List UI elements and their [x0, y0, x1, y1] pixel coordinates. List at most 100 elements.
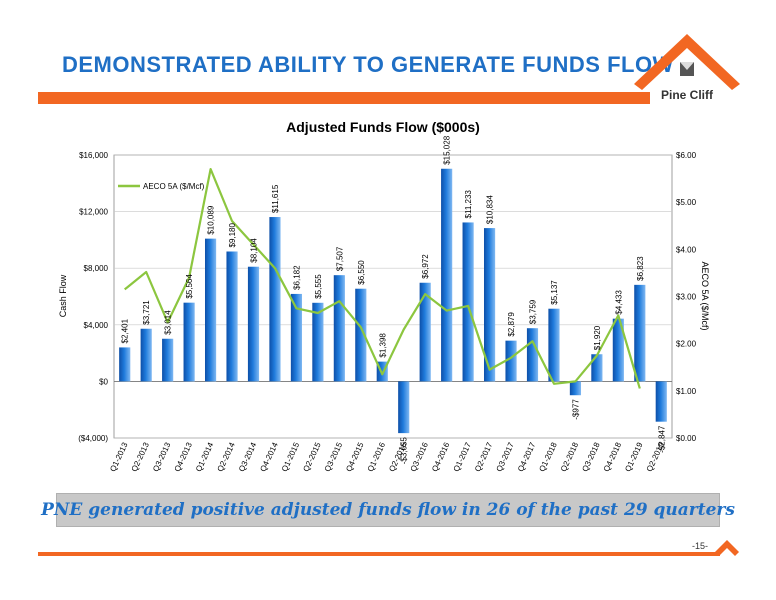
- bar-value-label: -$977: [571, 399, 580, 420]
- y-tick-label: $16,000: [79, 151, 108, 160]
- x-tick-label: Q3-2017: [495, 441, 517, 474]
- x-tick-label: Q2-2018: [559, 441, 581, 474]
- bar: [441, 168, 453, 382]
- bar-value-label: -$2,847: [657, 425, 666, 453]
- bar: [226, 251, 238, 382]
- bar: [419, 282, 431, 382]
- bar-value-label: $1,920: [593, 325, 602, 350]
- bar-value-label: $2,879: [507, 312, 516, 337]
- page-number: -15-: [692, 541, 709, 551]
- bar: [376, 361, 388, 382]
- x-tick-label: Q4-2016: [430, 441, 452, 474]
- y2-tick-label: $6.00: [676, 151, 697, 160]
- bar: [119, 347, 131, 382]
- bar: [140, 328, 152, 382]
- y2-tick-label: $4.00: [676, 245, 697, 254]
- summary-banner: PNE generated positive adjusted funds fl…: [41, 493, 735, 527]
- y2-tick-label: $0.00: [676, 434, 697, 443]
- y2-tick-label: $1.00: [676, 387, 697, 396]
- bar-value-label: $3,721: [142, 300, 151, 325]
- x-tick-label: Q2-2014: [216, 441, 238, 474]
- x-tick-label: Q3-2016: [409, 441, 431, 474]
- bar: [204, 238, 217, 382]
- bar-value-label: $10,834: [486, 195, 495, 224]
- x-tick-label: Q4-2014: [258, 441, 280, 474]
- bar: [247, 266, 260, 382]
- x-tick-label: Q4-2017: [516, 441, 538, 474]
- x-tick-label: Q4-2018: [602, 441, 624, 474]
- bar-value-label: $11,233: [464, 190, 473, 219]
- x-tick-label: Q2-2015: [301, 441, 323, 474]
- bar-value-label: $10,089: [207, 205, 216, 234]
- bar: [312, 302, 324, 382]
- bar: [269, 217, 281, 382]
- bar: [355, 288, 367, 382]
- chart-title: Adjusted Funds Flow ($000s): [286, 119, 480, 135]
- bar-value-label: $11,615: [271, 184, 280, 213]
- x-tick-label: Q4-2015: [344, 441, 366, 474]
- x-tick-label: Q3-2015: [323, 441, 345, 474]
- logo-text: Pine Cliff: [661, 88, 714, 102]
- bar-value-label: $2,401: [121, 318, 130, 343]
- bar-value-label: $6,972: [421, 254, 430, 279]
- slide-title: DEMONSTRATED ABILITY TO GENERATE FUNDS F…: [62, 52, 674, 77]
- bar-value-label: $8,104: [250, 238, 259, 263]
- bar-value-label: $6,823: [636, 256, 645, 281]
- logo-roof-icon: [634, 34, 740, 90]
- pine-cliff-logo: Pine Cliff: [634, 34, 740, 102]
- bar: [569, 381, 582, 396]
- x-tick-label: Q4-2013: [173, 441, 195, 474]
- bar-value-label: $3,759: [529, 299, 538, 324]
- bar-value-label: $7,507: [335, 246, 344, 271]
- x-tick-label: Q3-2014: [237, 441, 259, 474]
- y2-axis-title: AECO 5A ($/Mcf): [700, 261, 710, 330]
- y2-tick-label: $2.00: [676, 340, 697, 349]
- y-tick-label: $8,000: [84, 264, 109, 273]
- y2-tick-label: $5.00: [676, 198, 697, 207]
- bar: [655, 381, 667, 422]
- bar: [462, 222, 474, 382]
- bar-value-label: -$3,655: [400, 437, 409, 465]
- bar: [612, 318, 624, 382]
- x-tick-label: Q1-2015: [280, 441, 302, 474]
- bar-value-label: $5,555: [314, 274, 323, 299]
- x-tick-label: Q1-2013: [108, 441, 130, 474]
- chart: Adjusted Funds Flow ($000s) $2,401 $3,721…: [58, 119, 710, 474]
- footer-arrow-icon: [715, 540, 739, 556]
- bar-value-label: $6,182: [292, 265, 301, 290]
- x-tick-label: Q3-2018: [580, 441, 602, 474]
- data-labels: $2,401 $3,721 $3,014 $5,564 $10,089 $9,180 $8,…: [121, 135, 667, 464]
- y-tick-label: $0: [99, 377, 108, 386]
- bar: [483, 228, 496, 382]
- bar: [526, 328, 539, 382]
- y-tick-label: ($4,000): [78, 434, 108, 443]
- bar-value-label: $15,028: [443, 135, 452, 164]
- bar: [183, 302, 195, 382]
- y-tick-label: $4,000: [84, 321, 109, 330]
- summary-banner-text: PNE generated positive adjusted funds fl…: [41, 500, 735, 520]
- grid-lines: [114, 154, 672, 439]
- y-axis-title: Cash Flow: [58, 274, 68, 317]
- x-tick-label: Q1-2014: [194, 441, 216, 474]
- bar: [162, 338, 174, 382]
- bar-value-label: $9,180: [228, 222, 237, 247]
- bar: [634, 284, 646, 382]
- x-tick-label: Q1-2019: [623, 441, 645, 474]
- bar-value-label: $1,398: [378, 333, 387, 358]
- x-tick-label: Q1-2017: [452, 441, 474, 474]
- bar: [548, 308, 560, 382]
- footer-accent-bar: [38, 552, 720, 556]
- x-tick-label: Q2-2017: [473, 441, 495, 474]
- line-series: [124, 168, 641, 389]
- bar-value-label: $3,014: [164, 310, 173, 335]
- plot-area: [113, 154, 673, 439]
- legend: AECO 5A ($/Mcf): [118, 182, 205, 191]
- x-tick-label: Q2-2019: [645, 441, 667, 474]
- x-tick-label: Q1-2018: [537, 441, 559, 474]
- bars: [119, 168, 667, 434]
- bar-value-label: $5,137: [550, 280, 559, 305]
- bar-value-label: $4,433: [614, 290, 623, 315]
- bar: [505, 340, 517, 382]
- bar-value-label: $6,550: [357, 260, 366, 285]
- bar: [333, 275, 345, 382]
